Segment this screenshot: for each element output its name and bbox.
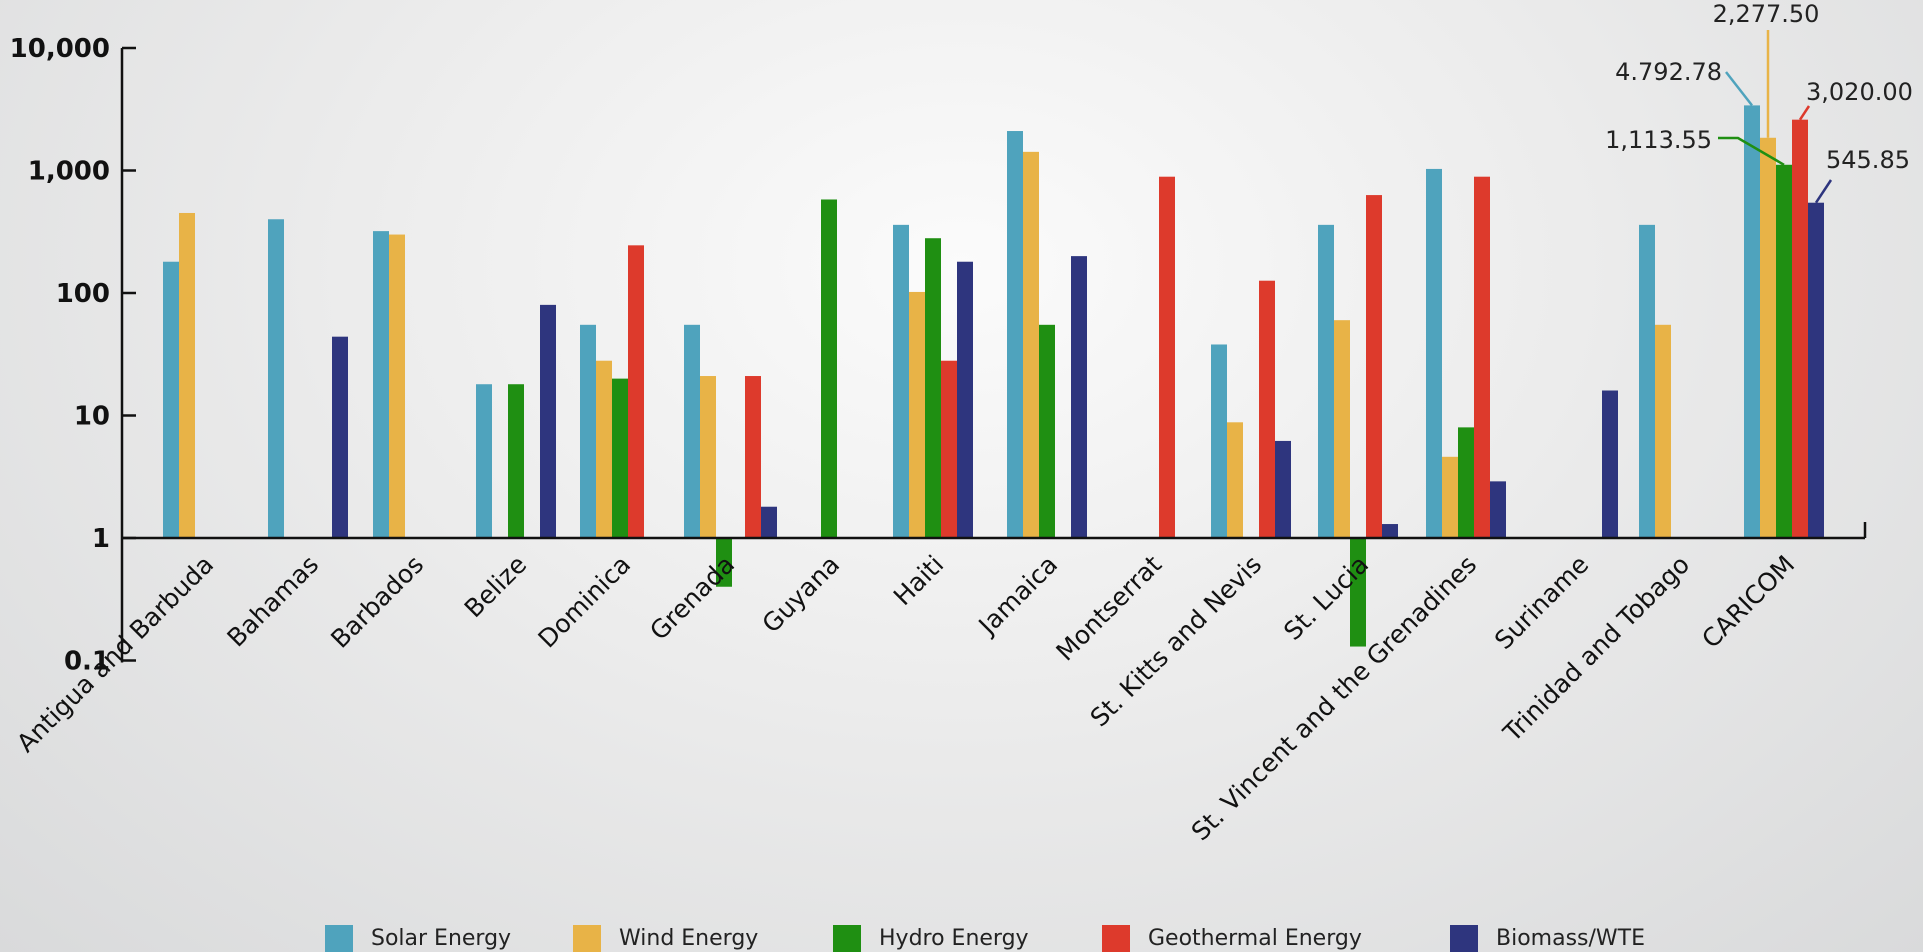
x-tick-label: Belize (459, 550, 532, 623)
y-tick-label: 100 (56, 279, 110, 309)
bar-wind-energy (179, 212, 195, 539)
annotation-leader (1718, 136, 1785, 166)
bar-solar-energy (1639, 224, 1655, 538)
legend-swatch (833, 925, 861, 952)
bar-hydro-energy (1039, 324, 1055, 538)
bar-biomass-wte (1602, 390, 1618, 538)
y-tick-label: 1 (92, 524, 110, 554)
bar-biomass-wte (1275, 440, 1291, 538)
bar-geothermal-energy (941, 360, 957, 538)
x-tick-label: Antigua and Barbuda (11, 550, 219, 758)
annotations: 2,277.50 4.792.78 3,020.00 1,113.55 545.85 (1605, 0, 1913, 204)
legend-label: Biomass/WTE (1496, 926, 1645, 951)
x-tick-label: Trinidad and Tobago (1497, 550, 1695, 748)
annotation-label: 3,020.00 (1806, 78, 1913, 106)
bar-hydro-energy (1350, 538, 1366, 647)
x-tick-label: St. Kitts and Nevis (1085, 550, 1268, 733)
bar-hydro-energy (821, 199, 837, 538)
bar-hydro-energy (1776, 164, 1792, 538)
legend-label: Geothermal Energy (1148, 926, 1362, 951)
bar-wind-energy (700, 376, 716, 538)
annotation-label: 545.85 (1826, 146, 1910, 174)
bars (163, 105, 1824, 647)
bar-wind-energy (1023, 151, 1039, 539)
x-tick-label: Guyana (757, 550, 846, 639)
bar-solar-energy (580, 324, 596, 538)
bar-biomass-wte (761, 506, 777, 538)
bar-wind-energy (909, 291, 925, 538)
bar-solar-energy (268, 219, 284, 538)
legend-label: Hydro Energy (879, 926, 1029, 951)
bar-geothermal-energy (628, 245, 644, 538)
bar-geothermal-energy (745, 376, 761, 538)
bar-biomass-wte (540, 304, 556, 538)
bar-biomass-wte (1490, 481, 1506, 538)
bar-hydro-energy (612, 378, 628, 538)
x-tick-label: Grenada (644, 550, 740, 646)
bar-geothermal-energy (1474, 176, 1490, 539)
x-tick-label: CARICOM (1696, 550, 1800, 654)
legend-label: Wind Energy (619, 926, 758, 951)
bar-solar-energy (684, 324, 700, 538)
x-tick-label: Barbados (325, 550, 429, 654)
bar-solar-energy (1007, 131, 1023, 538)
bar-biomass-wte (957, 261, 973, 538)
annotation-leader (1814, 179, 1833, 204)
bar-geothermal-energy (1159, 176, 1175, 539)
y-tick-label: 0.1 (64, 647, 110, 677)
bar-biomass-wte (1382, 524, 1398, 538)
annotation-label: 1,113.55 (1605, 126, 1712, 154)
legend-swatch (325, 925, 353, 952)
bar-wind-energy (1760, 137, 1776, 538)
bar-biomass-wte (332, 336, 348, 538)
bar-wind-energy (1655, 324, 1671, 538)
bar-solar-energy (1211, 344, 1227, 538)
x-tick-label: Jamaica (972, 550, 1063, 641)
annotation-label: 4.792.78 (1615, 58, 1722, 86)
bar-wind-energy (389, 234, 405, 538)
bar-biomass-wte (1071, 256, 1087, 538)
bar-solar-energy (163, 261, 179, 538)
bar-solar-energy (1744, 105, 1760, 538)
bar-hydro-energy (925, 238, 941, 538)
bar-solar-energy (1426, 168, 1442, 539)
y-tick-label: 10,000 (10, 34, 110, 64)
bar-hydro-energy (716, 538, 732, 587)
bar-geothermal-energy (1259, 280, 1275, 538)
legend-label: Solar Energy (371, 926, 511, 951)
bar-solar-energy (373, 231, 389, 538)
x-tick-label: Dominica (533, 550, 637, 654)
bar-geothermal-energy (1366, 195, 1382, 538)
bar-solar-energy (893, 224, 909, 538)
x-tick-label: Haiti (888, 550, 949, 611)
annotation-leader (1725, 71, 1753, 107)
bar-solar-energy (476, 384, 492, 538)
bar-biomass-wte (1808, 202, 1824, 539)
legend-swatch (1450, 925, 1478, 952)
bar-hydro-energy (1458, 427, 1474, 538)
bar-wind-energy (1442, 456, 1458, 538)
legend-swatch (573, 925, 601, 952)
bar-wind-energy (1227, 422, 1243, 538)
x-tick-label: Bahamas (221, 550, 324, 653)
y-tick-label: 10 (74, 402, 110, 432)
bar-geothermal-energy (1792, 119, 1808, 538)
annotation-label: 2,277.50 (1713, 0, 1820, 28)
legend: Solar Energy Wind Energy Hydro Energy Geoth… (325, 925, 1645, 952)
x-tick-label: Suriname (1489, 550, 1594, 655)
bar-wind-energy (1334, 320, 1350, 538)
bar-wind-energy (596, 360, 612, 538)
legend-swatch (1102, 925, 1130, 952)
bar-solar-energy (1318, 224, 1334, 538)
bar-hydro-energy (508, 384, 524, 538)
annotation-leader (1798, 105, 1811, 121)
y-tick-label: 1,000 (28, 157, 110, 187)
